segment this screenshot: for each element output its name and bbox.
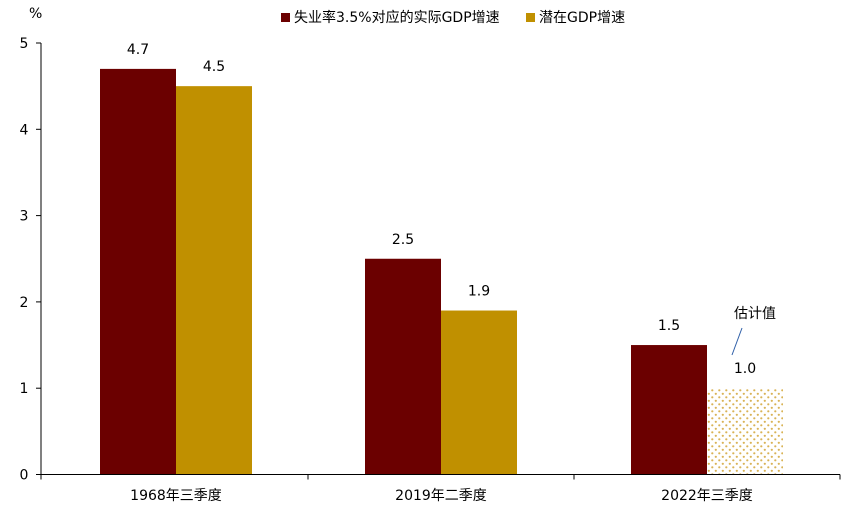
y-tick-label: 5 — [20, 36, 29, 52]
bars — [100, 68, 783, 475]
data-label: 4.5 — [203, 59, 225, 75]
y-tick-label: 0 — [20, 468, 29, 484]
data-label: 1.0 — [734, 361, 756, 377]
data-labels: 4.7 2.5 1.5 4.5 1.9 1.0 — [127, 42, 756, 377]
data-label: 1.5 — [658, 318, 680, 334]
bar — [441, 310, 517, 475]
estimate-annotation: 估计值 — [731, 306, 776, 356]
bar — [176, 86, 252, 475]
y-tick-label: 3 — [20, 209, 29, 225]
bar — [365, 258, 441, 475]
data-label: 2.5 — [392, 232, 414, 248]
data-label: 4.7 — [127, 42, 149, 58]
x-tick-label: 1968年三季度 — [130, 488, 222, 504]
y-tick-label: 4 — [20, 122, 29, 138]
bar-estimate — [707, 388, 783, 475]
legend: 失业率3.5%对应的实际GDP增速 潜在GDP增速 — [281, 9, 625, 26]
y-tick-label: 1 — [20, 381, 29, 397]
annotation-label: 估计值 — [734, 306, 776, 322]
x-tick-label: 2019年二季度 — [395, 488, 487, 504]
y-axis: 0 1 2 3 4 5 — [20, 36, 42, 484]
x-axis: 1968年三季度 2019年二季度 2022年三季度 — [40, 474, 841, 504]
y-tick-label: 2 — [20, 295, 29, 311]
y-axis-unit: % — [29, 6, 42, 22]
legend-label: 潜在GDP增速 — [539, 10, 625, 26]
legend-swatch — [281, 13, 290, 22]
legend-swatch — [526, 13, 535, 22]
legend-label: 失业率3.5%对应的实际GDP增速 — [294, 9, 500, 26]
annotation-leader-line — [731, 327, 743, 356]
bar — [100, 68, 176, 475]
data-label: 1.9 — [468, 284, 490, 300]
x-tick-label: 2022年三季度 — [661, 488, 753, 504]
bar — [631, 345, 707, 475]
